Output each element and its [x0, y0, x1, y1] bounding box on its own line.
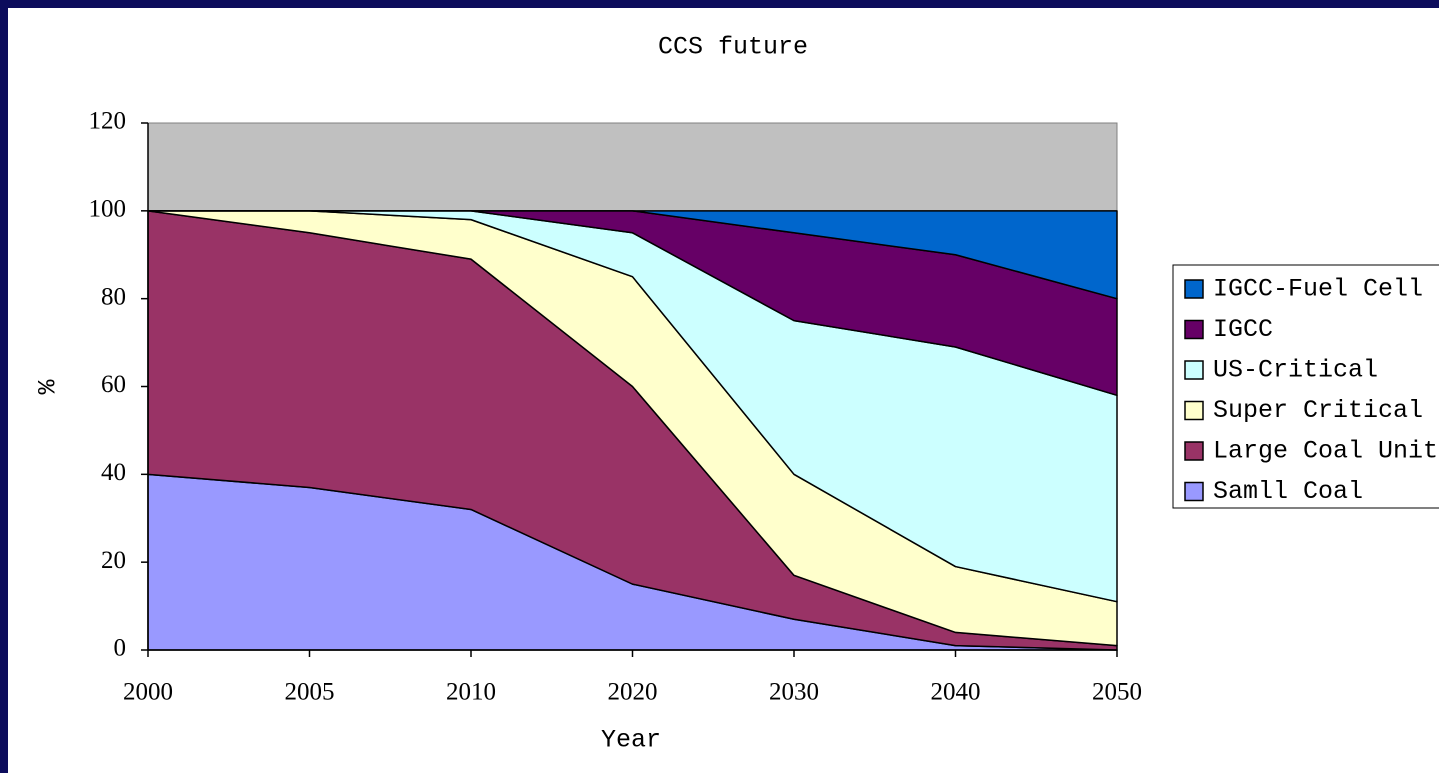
y-tick-label: 0 — [114, 635, 127, 662]
x-tick-label: 2020 — [608, 679, 658, 706]
x-tick-label: 2050 — [1092, 679, 1142, 706]
x-axis-label: Year — [601, 726, 661, 755]
x-tick-label: 2010 — [446, 679, 496, 706]
legend-label: IGCC-Fuel Cell — [1213, 275, 1423, 304]
y-tick-label: 40 — [101, 459, 126, 486]
legend-swatch — [1184, 481, 1204, 502]
y-tick-label: 80 — [101, 283, 126, 310]
x-tick-label: 2030 — [769, 679, 819, 706]
legend-label: US-Critical — [1213, 356, 1378, 385]
legend-box — [1172, 264, 1439, 509]
legend-swatch — [1184, 319, 1204, 340]
y-axis-label: % — [34, 379, 63, 395]
legend-swatch — [1184, 279, 1204, 299]
x-tick-label: 2000 — [123, 679, 173, 706]
y-tick-label: 20 — [101, 547, 126, 574]
area — [147, 210, 1118, 300]
y-tick-label: 100 — [89, 196, 127, 223]
y-tick-label: 120 — [89, 108, 127, 135]
legend-swatch — [1184, 360, 1204, 380]
legend-label: Super Critical — [1213, 396, 1423, 425]
y-tick-label: 60 — [101, 371, 126, 398]
legend-swatch — [1184, 441, 1204, 461]
legend-label: Samll Coal — [1213, 477, 1363, 506]
legend-label: Large Coal Unit — [1213, 437, 1438, 466]
chart-title: CCS future — [658, 33, 808, 62]
legend-swatch — [1184, 400, 1204, 421]
x-tick-label: 2040 — [931, 679, 981, 706]
legend-label: IGCC — [1213, 315, 1273, 344]
x-tick-label: 2005 — [285, 679, 335, 706]
